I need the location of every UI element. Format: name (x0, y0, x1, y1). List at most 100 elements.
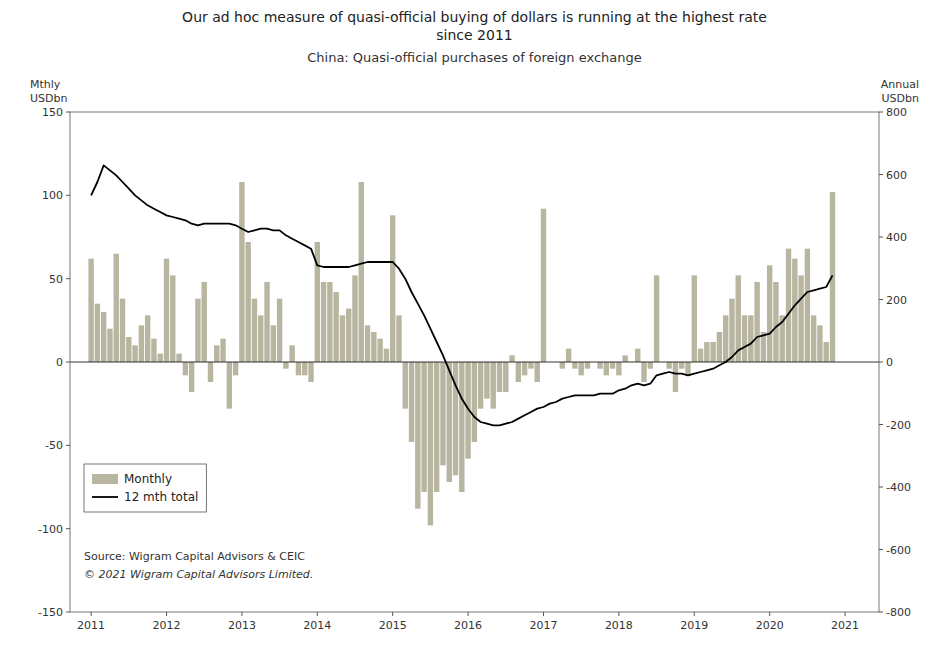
y2-tick-label: 200 (886, 294, 907, 307)
y2-tick (879, 424, 883, 425)
bar (428, 362, 433, 525)
y-tick (66, 445, 70, 446)
bar (283, 362, 288, 369)
x-tick (468, 612, 469, 616)
annotation: © 2021 Wigram Capital Advisors Limited. (84, 568, 313, 581)
y2-tick (879, 112, 883, 113)
bar (289, 345, 294, 362)
annotation: Source: Wigram Capital Advisors & CEIC (84, 550, 305, 563)
bar (252, 299, 257, 362)
bar (258, 315, 263, 362)
x-tick (845, 612, 846, 616)
x-tick-label: 2018 (605, 619, 633, 632)
bar (717, 332, 722, 362)
bar (170, 275, 175, 362)
x-tick-label: 2015 (379, 619, 407, 632)
bar (114, 254, 119, 362)
bar (522, 362, 527, 375)
legend-label: Monthly (124, 472, 172, 486)
bar (729, 299, 734, 362)
bar (384, 349, 389, 362)
x-tick (694, 612, 695, 616)
bar (277, 299, 282, 362)
bar (648, 362, 653, 369)
bar (164, 259, 169, 362)
y2-tick-label: -400 (886, 481, 911, 494)
bar (704, 342, 709, 362)
x-tick-label: 2016 (454, 619, 482, 632)
y-tick-label: 100 (42, 189, 63, 202)
bar (183, 362, 188, 375)
bar (478, 362, 483, 409)
bar (296, 362, 301, 375)
y2-tick-label: 800 (886, 106, 907, 119)
bar (641, 362, 646, 382)
bar (208, 362, 213, 382)
y-tick (66, 362, 70, 363)
bar (516, 362, 521, 382)
bar (491, 362, 496, 409)
x-tick (166, 612, 167, 616)
legend-swatch (92, 474, 118, 484)
y-tick-label: -100 (38, 523, 63, 536)
x-tick (91, 612, 92, 616)
bar (792, 259, 797, 362)
bar (377, 339, 382, 362)
bar (95, 304, 100, 362)
bar (107, 329, 112, 362)
y2-tick (879, 299, 883, 300)
legend-box (84, 464, 206, 512)
y2-tick (879, 174, 883, 175)
bar (585, 362, 590, 369)
y-axis-label: MthlyUSDbn (30, 78, 67, 105)
text-line: USDbn (30, 92, 67, 105)
y-tick (66, 278, 70, 279)
x-tick (618, 612, 619, 616)
bar (333, 292, 338, 362)
bar (403, 362, 408, 409)
y2-axis-label: AnnualUSDbn (881, 78, 919, 105)
x-tick-label: 2012 (153, 619, 181, 632)
y-tick (66, 112, 70, 113)
bar (340, 315, 345, 362)
legend-swatch (92, 496, 118, 498)
bar (346, 309, 351, 362)
bar (497, 362, 502, 392)
bar (622, 355, 627, 362)
bar (227, 362, 232, 409)
bar (88, 259, 93, 362)
bar (560, 362, 565, 369)
bar (698, 349, 703, 362)
title: Our ad hoc measure of quasi-official buy… (182, 9, 767, 43)
plot-frame (70, 112, 879, 612)
bar (509, 355, 514, 362)
bar (673, 362, 678, 392)
y-tick-label: -50 (45, 439, 63, 452)
bar (352, 275, 357, 362)
y2-tick (879, 549, 883, 550)
bar (189, 362, 194, 392)
text-line: Our ad hoc measure of quasi-official buy… (182, 9, 767, 25)
bar (597, 362, 602, 369)
bar (139, 325, 144, 362)
x-tick-label: 2014 (303, 619, 331, 632)
bar (710, 342, 715, 362)
bar (616, 362, 621, 375)
y-tick-label: 50 (49, 273, 63, 286)
x-tick (317, 612, 318, 616)
x-tick-label: 2020 (756, 619, 784, 632)
bar (484, 362, 489, 399)
bar (302, 362, 307, 375)
bar (723, 315, 728, 362)
y2-tick-label: -600 (886, 544, 911, 557)
bar (692, 275, 697, 362)
y2-tick (879, 612, 883, 613)
legend: Monthly12 mth total (84, 464, 206, 512)
bar (503, 362, 508, 392)
bar (535, 362, 540, 382)
x-tick-label: 2013 (228, 619, 256, 632)
text-line: since 2011 (436, 27, 512, 43)
y-tick-label: -150 (38, 606, 63, 619)
bar (120, 299, 125, 362)
bar (396, 315, 401, 362)
